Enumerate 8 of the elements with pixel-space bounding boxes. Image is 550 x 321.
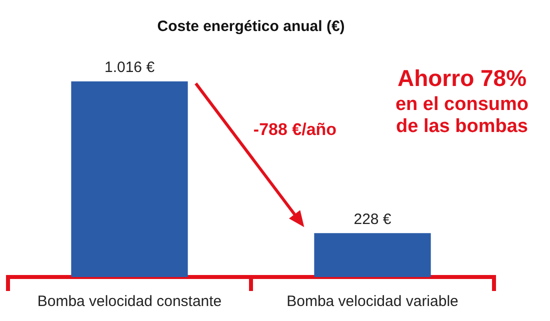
annotation: Ahorro 78% xyxy=(397,65,527,91)
x-tick-label: Bomba velocidad variable xyxy=(286,293,458,310)
data-label: 1.016 € xyxy=(104,59,156,76)
x-tick-label: Bomba velocidad constante xyxy=(37,293,222,310)
data-label: 228 € xyxy=(354,210,392,228)
annotation: en el consumo de las bombas xyxy=(395,94,529,137)
annotation: -788 €/año xyxy=(253,120,337,139)
chart-title: Coste energético anual (€) xyxy=(157,18,345,36)
